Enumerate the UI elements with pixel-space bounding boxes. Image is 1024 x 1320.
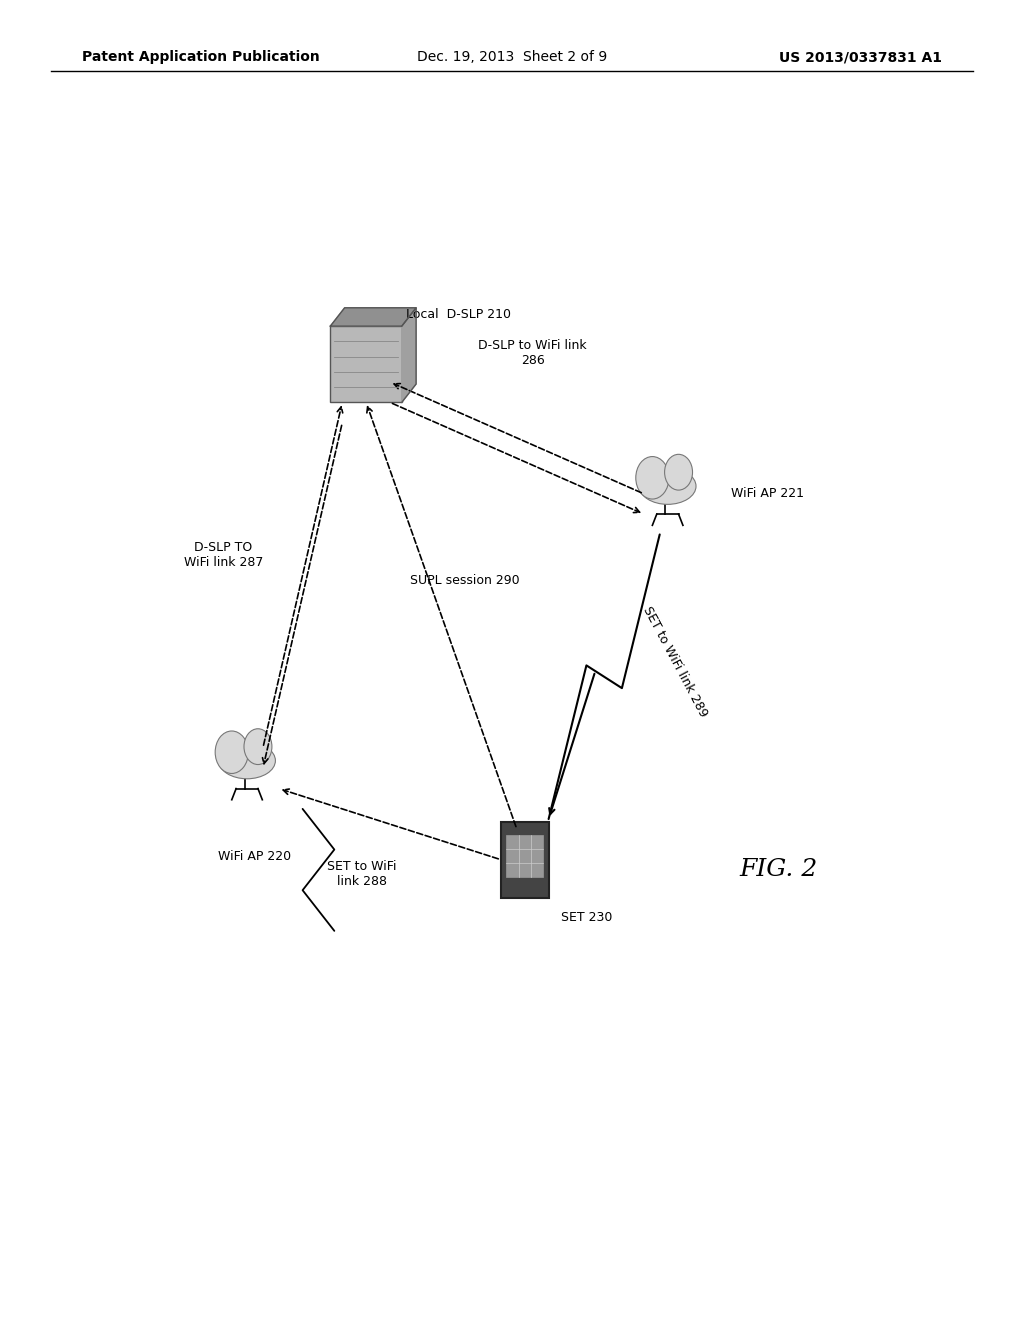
Circle shape <box>244 729 272 764</box>
Circle shape <box>215 731 249 774</box>
Text: Dec. 19, 2013  Sheet 2 of 9: Dec. 19, 2013 Sheet 2 of 9 <box>417 50 607 65</box>
Text: Patent Application Publication: Patent Application Publication <box>82 50 319 65</box>
Text: SET to WiFi link 289: SET to WiFi link 289 <box>640 605 710 719</box>
Text: D-SLP TO
WiFi link 287: D-SLP TO WiFi link 287 <box>183 541 263 569</box>
Circle shape <box>636 457 669 499</box>
Polygon shape <box>331 308 416 326</box>
Polygon shape <box>401 308 416 403</box>
Text: WiFi AP 220: WiFi AP 220 <box>218 850 292 862</box>
Text: SET to WiFi
link 288: SET to WiFi link 288 <box>328 859 397 888</box>
Ellipse shape <box>219 742 275 779</box>
Ellipse shape <box>639 469 696 504</box>
Text: D-SLP to WiFi link
286: D-SLP to WiFi link 286 <box>478 339 587 367</box>
Text: SET 230: SET 230 <box>560 911 612 924</box>
Text: Local  D-SLP 210: Local D-SLP 210 <box>406 308 511 321</box>
FancyBboxPatch shape <box>331 326 401 403</box>
Circle shape <box>665 454 692 490</box>
Text: US 2013/0337831 A1: US 2013/0337831 A1 <box>779 50 942 65</box>
FancyBboxPatch shape <box>506 836 544 876</box>
Text: FIG. 2: FIG. 2 <box>739 858 818 882</box>
FancyBboxPatch shape <box>501 821 549 898</box>
Text: SUPL session 290: SUPL session 290 <box>410 574 519 586</box>
Text: WiFi AP 221: WiFi AP 221 <box>731 487 804 500</box>
